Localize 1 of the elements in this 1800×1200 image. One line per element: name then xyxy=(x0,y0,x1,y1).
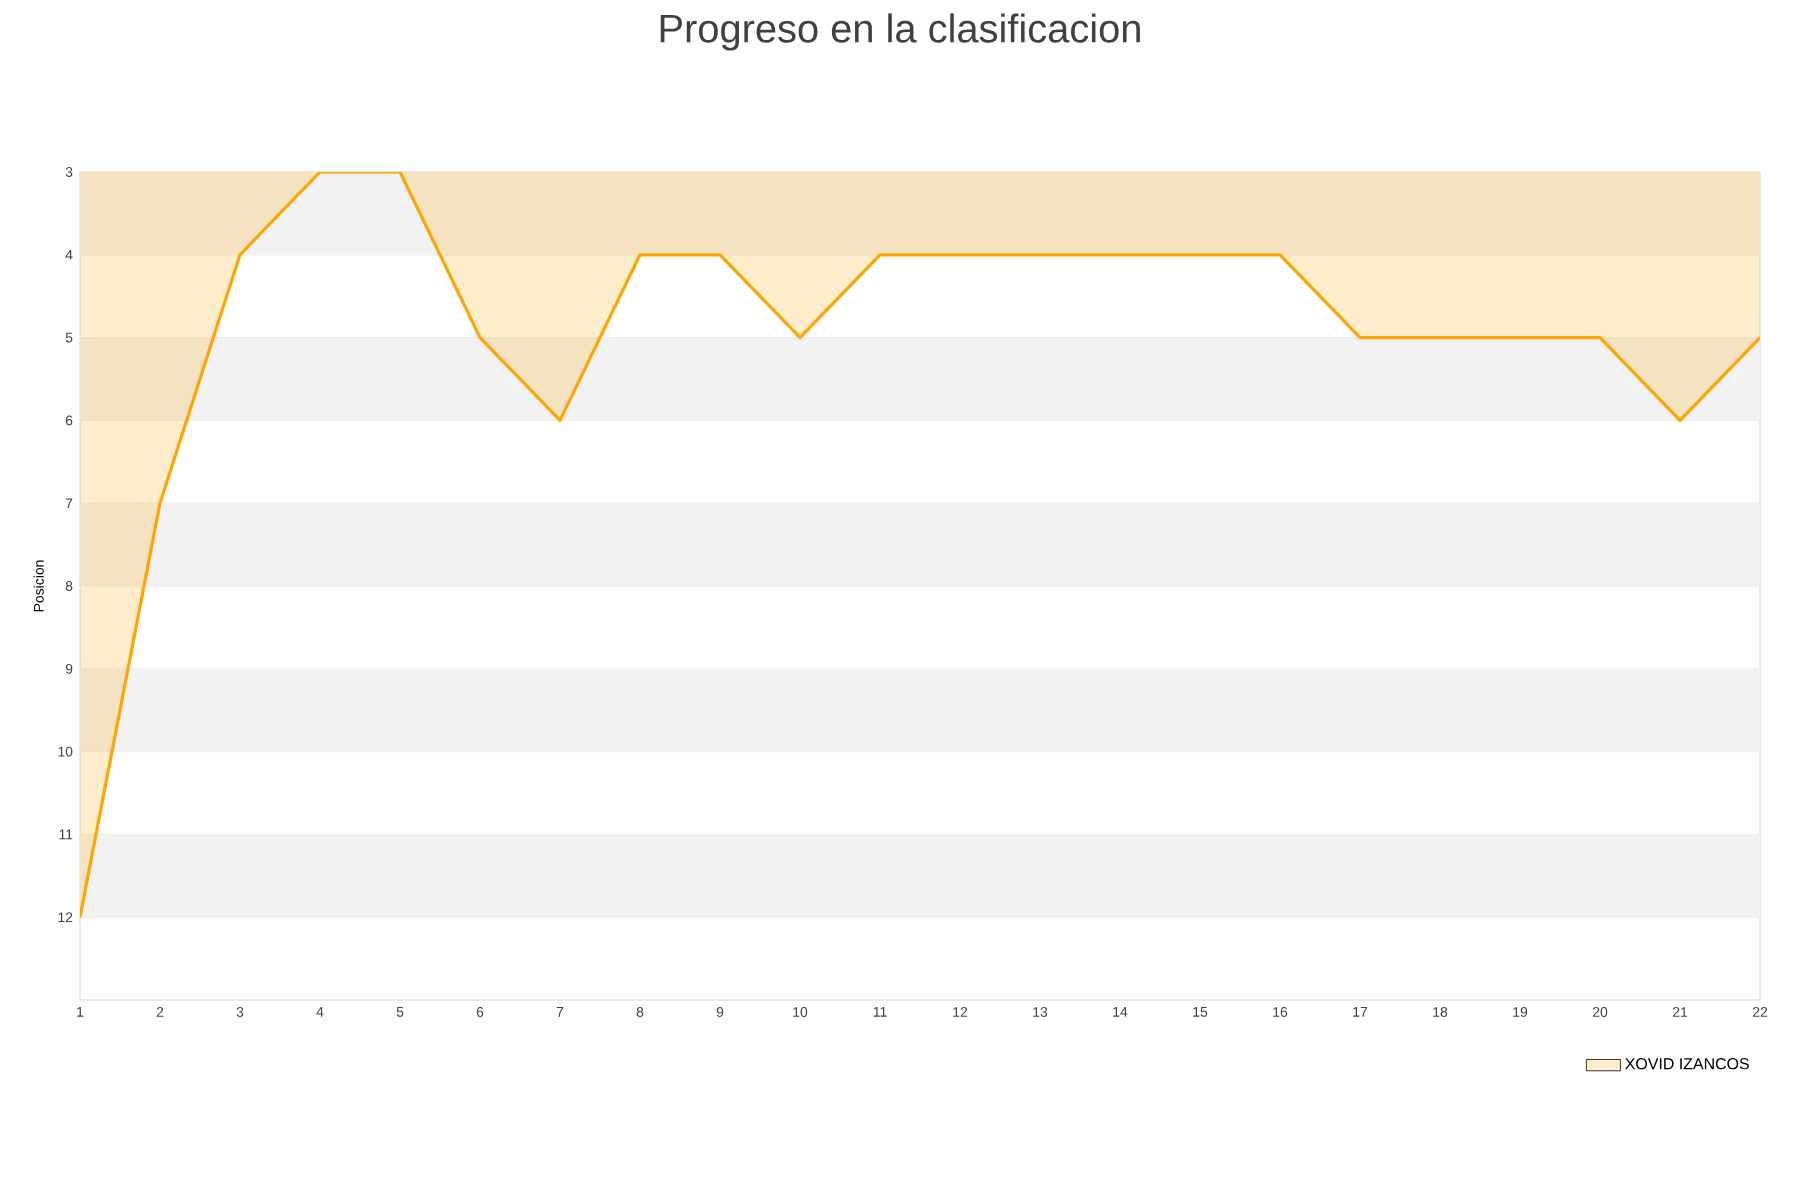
chart-title: Progreso en la clasificacion xyxy=(660,13,1140,51)
